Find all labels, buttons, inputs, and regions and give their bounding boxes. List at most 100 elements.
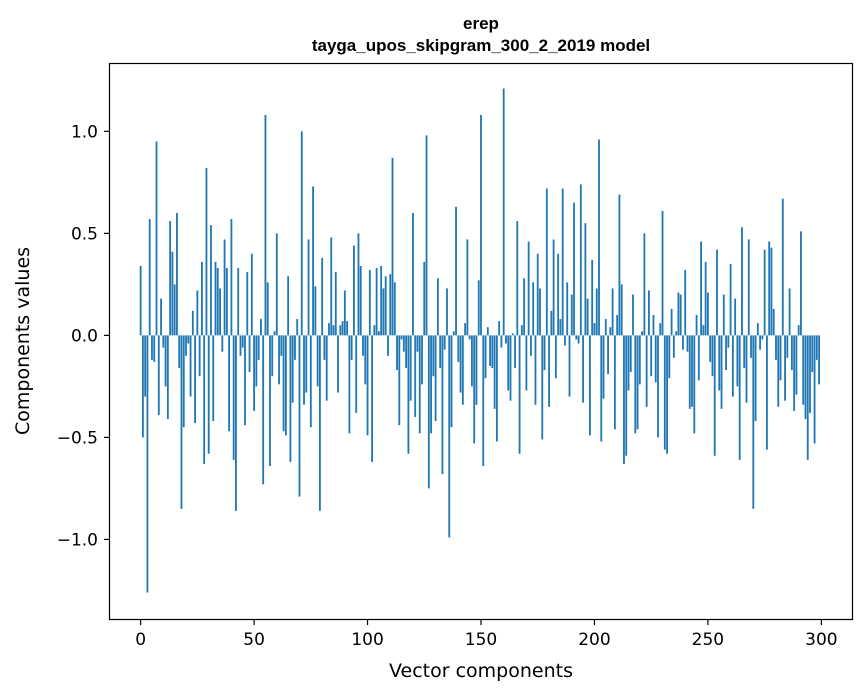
- bar-component-202: [598, 139, 600, 336]
- bar-component-287: [790, 335, 793, 371]
- bar-component-61: [278, 335, 280, 385]
- bar-component-147: [473, 335, 476, 444]
- bar-component-141: [459, 335, 462, 393]
- bar-component-251: [709, 335, 712, 362]
- bar-component-100: [366, 335, 369, 436]
- bar-component-253: [713, 335, 716, 456]
- bar-component-129: [432, 335, 435, 377]
- bar-component-92: [348, 335, 351, 434]
- bar-component-159: [500, 335, 503, 348]
- bar-component-32: [212, 335, 215, 422]
- bar-component-258: [725, 335, 727, 371]
- bar-component-277: [768, 241, 771, 336]
- bar-component-23: [191, 310, 194, 336]
- bar-component-188: [566, 282, 569, 336]
- bar-component-35: [219, 288, 221, 336]
- bar-component-40: [230, 219, 233, 336]
- bar-component-284: [784, 335, 786, 401]
- bar-component-64: [284, 335, 287, 436]
- bar-component-190: [570, 294, 573, 336]
- bar-component-52: [257, 335, 260, 360]
- bar-component-248: [702, 325, 705, 336]
- bar-component-18: [180, 335, 183, 509]
- bar-component-88: [339, 325, 342, 336]
- bar-component-25: [196, 290, 199, 336]
- bar-component-240: [684, 270, 687, 336]
- bar-component-196: [584, 223, 587, 336]
- bar-component-203: [600, 335, 603, 442]
- bar-component-268: [747, 239, 750, 336]
- bar-component-228: [657, 335, 659, 438]
- bar-component-77: [314, 286, 317, 336]
- bar-component-222: [643, 233, 646, 336]
- bar-component-132: [439, 335, 442, 369]
- bar-component-269: [750, 335, 752, 358]
- bar-component-107: [382, 288, 385, 336]
- bar-component-84: [330, 237, 333, 336]
- bar-component-239: [682, 335, 684, 350]
- bar-component-24: [194, 335, 196, 424]
- bar-component-62: [280, 335, 283, 356]
- bar-component-275: [763, 249, 766, 336]
- bar-component-193: [577, 335, 580, 344]
- bar-component-152: [484, 335, 487, 379]
- bar-component-144: [466, 239, 469, 336]
- bar-component-298: [815, 335, 818, 360]
- bar-component-151: [482, 335, 485, 466]
- bar-component-158: [498, 321, 501, 336]
- bar-component-5: [151, 335, 153, 360]
- bar-component-254: [716, 249, 718, 336]
- bar-component-215: [627, 335, 630, 391]
- bar-component-99: [364, 335, 367, 385]
- bar-component-234: [670, 308, 673, 336]
- bar-component-124: [421, 335, 423, 385]
- bar-component-267: [745, 335, 748, 403]
- bar-component-220: [638, 335, 641, 385]
- bar-component-37: [223, 239, 226, 336]
- y-tick-label: 0.0: [71, 326, 98, 346]
- bar-component-273: [759, 335, 762, 350]
- bar-component-123: [418, 335, 421, 434]
- bar-component-108: [384, 276, 387, 336]
- bar-component-182: [552, 239, 555, 336]
- bar-component-90: [343, 290, 346, 336]
- bar-component-143: [464, 323, 467, 336]
- bar-component-200: [593, 323, 596, 336]
- bar-component-153: [486, 327, 489, 336]
- bar-component-192: [575, 335, 578, 340]
- bar-component-41: [232, 335, 235, 460]
- bar-component-262: [734, 298, 737, 336]
- bar-component-136: [448, 335, 451, 538]
- bar-component-229: [659, 323, 662, 336]
- bar-component-53: [259, 319, 262, 336]
- bar-component-296: [811, 335, 814, 373]
- bar-component-78: [316, 335, 319, 387]
- bar-component-255: [718, 335, 721, 391]
- bar-component-56: [266, 282, 269, 336]
- bar-component-20: [185, 335, 187, 356]
- bars-group: [139, 88, 821, 593]
- y-tick-label: −1.0: [57, 530, 98, 550]
- y-axis-label: Components values: [12, 247, 34, 435]
- x-tick-label: 0: [135, 630, 146, 650]
- bar-component-97: [359, 266, 362, 336]
- bar-component-149: [477, 280, 480, 336]
- bar-component-292: [802, 335, 805, 405]
- bar-component-171: [527, 241, 530, 336]
- bar-component-221: [641, 331, 644, 336]
- bar-component-96: [357, 233, 360, 336]
- bar-component-264: [738, 335, 741, 460]
- bar-component-169: [523, 278, 526, 336]
- bar-component-113: [396, 335, 398, 371]
- bar-component-167: [518, 335, 521, 454]
- bar-component-117: [405, 335, 408, 369]
- bar-component-213: [623, 335, 625, 464]
- bar-component-27: [200, 261, 203, 336]
- bar-component-201: [595, 288, 598, 336]
- bar-component-166: [516, 221, 519, 336]
- bar-component-244: [693, 335, 696, 434]
- bar-component-274: [761, 335, 764, 340]
- bar-component-33: [214, 261, 217, 336]
- bar-component-281: [777, 335, 780, 407]
